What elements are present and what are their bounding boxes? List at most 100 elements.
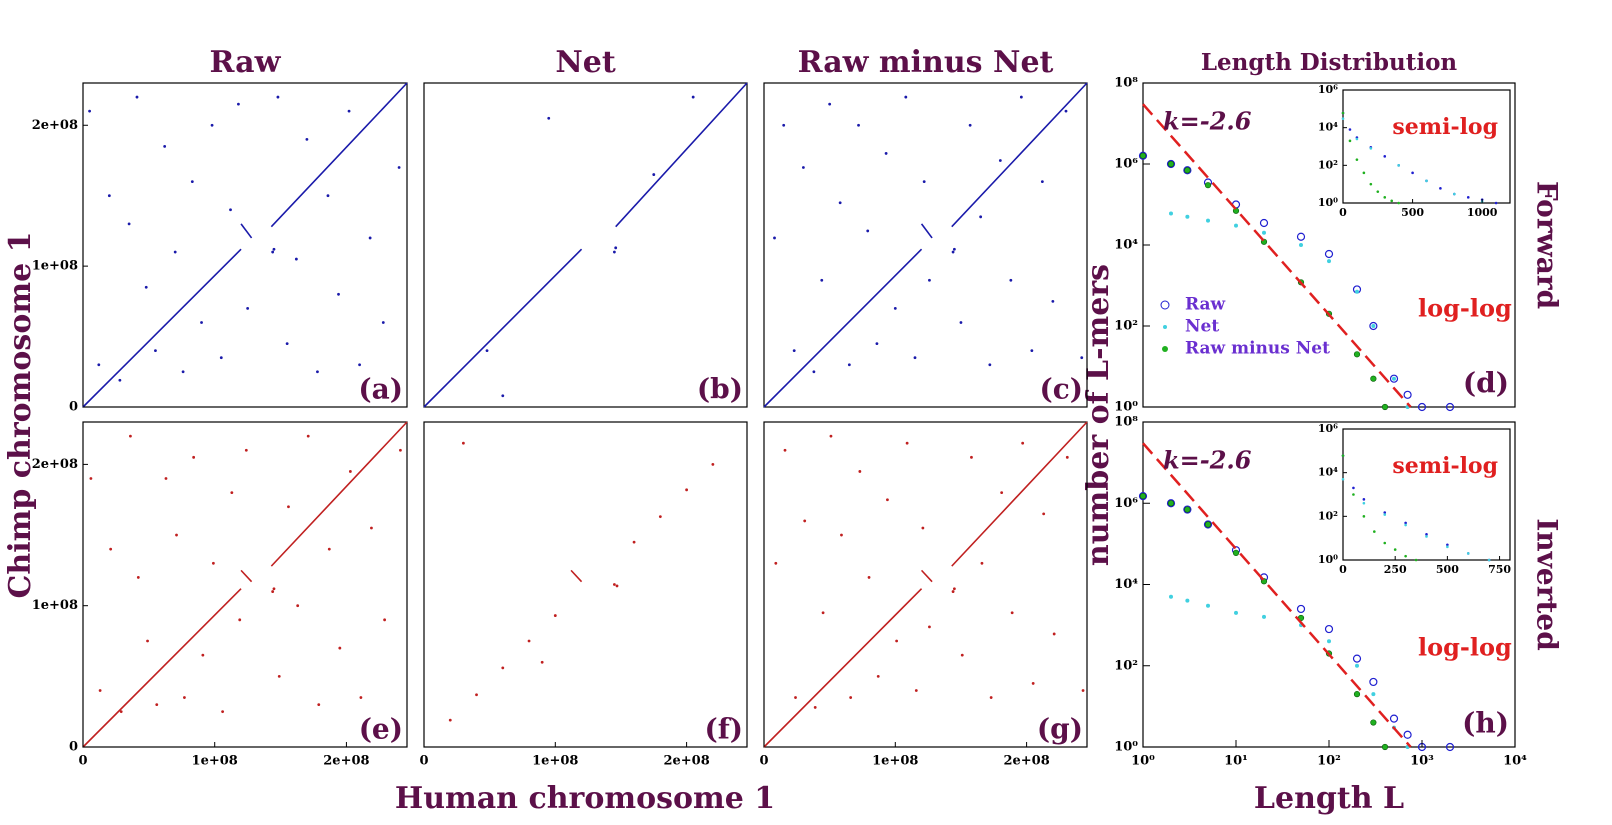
inset-label: semi-log xyxy=(1392,114,1498,140)
dot xyxy=(968,123,972,127)
panel-title: Raw minus Net xyxy=(798,45,1054,80)
data-point xyxy=(1383,511,1387,514)
dot xyxy=(691,95,695,99)
y-tick-label: 10⁶ xyxy=(1318,422,1338,435)
dot xyxy=(219,356,223,360)
dot xyxy=(164,477,168,480)
dot xyxy=(229,208,232,212)
dot xyxy=(326,194,330,198)
dot xyxy=(820,278,824,282)
dot xyxy=(952,587,956,591)
alignment-line xyxy=(82,588,242,748)
y-tick-label: 10² xyxy=(1318,158,1338,171)
data-point xyxy=(1376,190,1380,193)
x-tick-label: 250 xyxy=(1384,563,1407,576)
dot xyxy=(485,349,489,353)
data-point xyxy=(1403,390,1412,399)
data-point xyxy=(1167,500,1175,507)
panel-title: Net xyxy=(555,45,616,80)
data-point xyxy=(1348,139,1352,143)
data-point xyxy=(1352,486,1355,490)
dot xyxy=(163,144,167,148)
x-tick-label: 1e+08 xyxy=(532,754,578,769)
fit-line xyxy=(1142,442,1412,748)
dot xyxy=(867,576,871,579)
alignment-line xyxy=(951,421,1088,567)
dot xyxy=(828,102,832,106)
data-point xyxy=(1466,552,1470,555)
data-point xyxy=(1327,259,1331,264)
data-point xyxy=(1353,691,1361,698)
alignment-line xyxy=(951,82,1088,228)
dot xyxy=(547,116,551,120)
dot xyxy=(782,123,786,127)
dot xyxy=(893,306,897,310)
x-tick-label: 10⁰ xyxy=(1131,754,1155,769)
fit-line xyxy=(1142,103,1412,408)
dot xyxy=(905,441,909,445)
data-point xyxy=(1183,166,1192,175)
panel-label: (h) xyxy=(1462,707,1509,740)
data-point xyxy=(1139,492,1147,500)
data-point xyxy=(1417,402,1427,412)
dot xyxy=(136,576,140,579)
y-tick-label: 10⁰ xyxy=(1114,400,1138,415)
dot xyxy=(773,236,776,240)
data-point xyxy=(1445,402,1455,412)
data-point xyxy=(1362,501,1366,505)
dot xyxy=(540,660,544,664)
y-tick-label: 0 xyxy=(69,400,78,415)
dot xyxy=(183,696,186,699)
dot xyxy=(272,247,276,251)
legend-label: Net xyxy=(1185,317,1219,337)
dot xyxy=(348,470,352,473)
dot xyxy=(175,533,178,537)
data-point xyxy=(1446,543,1449,547)
x-tick-label: 1e+08 xyxy=(872,754,918,769)
y-tick-label: 10⁶ xyxy=(1114,157,1138,172)
dot xyxy=(792,349,796,353)
data-point xyxy=(1353,351,1361,358)
y-axis-label: number of L-mers xyxy=(1081,264,1116,566)
legend-symbol xyxy=(1162,346,1168,352)
y-tick-label: 1e+08 xyxy=(32,259,78,274)
dot xyxy=(988,363,992,367)
x-tick-label: 2e+08 xyxy=(1003,754,1049,769)
y-tick-label: 2e+08 xyxy=(32,457,78,472)
y-tick-label: 10⁰ xyxy=(1318,196,1338,209)
dot xyxy=(244,448,248,452)
data-point xyxy=(1439,187,1442,190)
data-point xyxy=(1184,167,1191,174)
dot xyxy=(144,285,148,289)
y-tick-label: 10⁸ xyxy=(1114,76,1138,91)
alignment-line xyxy=(763,248,923,408)
legend-label: Raw xyxy=(1185,295,1226,315)
data-point xyxy=(1204,182,1212,189)
dot xyxy=(989,696,993,699)
dot xyxy=(952,247,956,251)
dot xyxy=(951,250,955,254)
data-point xyxy=(1373,530,1376,533)
data-point xyxy=(1370,719,1377,726)
legend-symbol xyxy=(1163,325,1167,329)
data-point xyxy=(1355,158,1359,161)
data-point xyxy=(1341,477,1345,481)
data-point xyxy=(1389,374,1399,383)
data-point xyxy=(1204,521,1212,528)
dot xyxy=(1021,441,1025,445)
data-point xyxy=(1261,614,1266,619)
data-point xyxy=(1168,594,1173,599)
dot xyxy=(960,653,964,657)
dot xyxy=(127,222,131,226)
alignment-line xyxy=(240,223,253,239)
dot xyxy=(337,292,340,296)
dot xyxy=(448,718,452,722)
dot xyxy=(813,706,817,709)
y-tick-label: 10⁴ xyxy=(1318,466,1338,479)
data-point xyxy=(1166,499,1176,508)
dot xyxy=(316,370,319,374)
dot xyxy=(876,674,880,678)
x-axis-label: Human chromosome 1 xyxy=(395,781,775,816)
y-tick-label: 10² xyxy=(1318,509,1338,522)
data-point xyxy=(1168,211,1173,216)
